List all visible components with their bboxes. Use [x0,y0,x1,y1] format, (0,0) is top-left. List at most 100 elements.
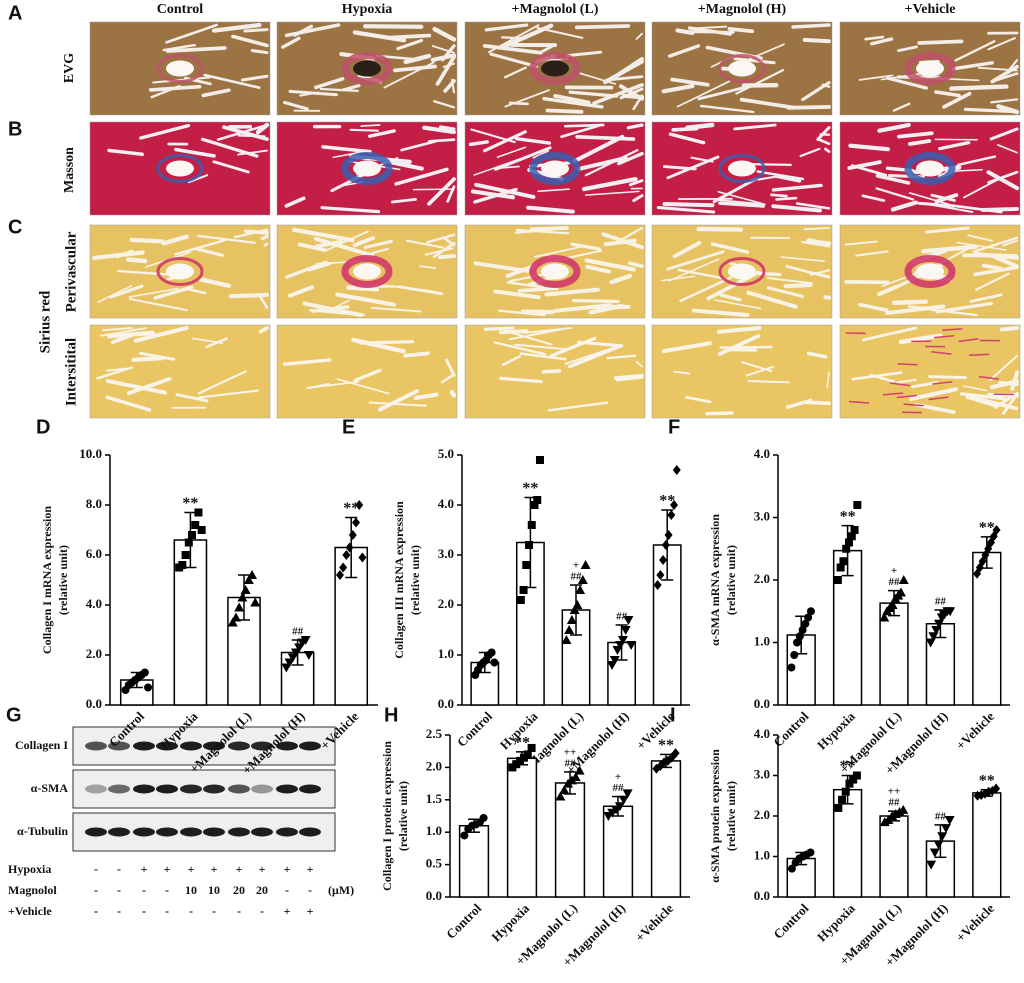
vessel-wall [904,52,956,85]
tissue-gap [757,175,776,181]
tissue-gap [326,230,369,251]
tissue-gap [930,308,978,317]
x-tick-label: Hypoxia [814,708,858,752]
tissue-gap [501,355,522,366]
error-bar [478,651,491,674]
stain-label: Sirius red [37,290,53,353]
data-point [303,651,314,660]
tissue-gap [542,96,604,109]
column-header: +Magnolol (L) [512,2,599,17]
error-bar [291,639,304,666]
tissue-gap [287,285,315,298]
tissue-gap [656,206,716,214]
tissue-gap [584,190,640,196]
tissue-gap [349,128,379,132]
y-tick-label: 1.0 [754,633,770,648]
tissue-gap [504,329,553,346]
tissue-gap [1004,59,1019,76]
protein-label: Collagen I [15,738,68,752]
tissue-gap [450,78,456,94]
tissue-gap [433,100,456,109]
data-point [487,648,496,657]
tissue-gap [547,401,609,412]
tissue-gap [128,298,188,312]
tissue-gap [885,304,946,315]
tissue-gap [844,240,878,246]
y-tick-label: 0.0 [86,696,102,711]
tissue-gap [237,149,268,156]
tissue-gap [438,125,456,131]
tissue-gap [992,254,1020,269]
data-point [944,816,955,826]
data-point [358,552,367,563]
significance-mark: ## [935,596,947,608]
tissue-gap [962,385,988,392]
tissue-gap [258,295,269,309]
tissue-gap [514,228,556,234]
x-tick-label: +Vehicle [953,708,997,752]
tissue-gap [746,290,798,309]
tissue-gap [956,241,1007,251]
data-point [787,864,796,873]
condition-mark: - [212,904,216,918]
tissue-gap [161,234,189,246]
tissue-gap [635,32,643,40]
tissue-gap [432,26,457,42]
tissue-gap [717,334,761,356]
data-point [934,619,945,629]
tissue-gap [198,370,247,395]
tissue-gap [667,44,701,58]
y-tick-label: 2.0 [438,596,454,611]
y-axis-label: α-SMA protein expression [708,749,722,883]
y-tick-label: 4.0 [754,726,770,741]
tissue-gap [493,289,541,300]
tissue-gap [662,201,715,208]
data-point [653,580,662,590]
blot-band [133,741,155,751]
column-header: +Vehicle [904,2,955,17]
tissue-gap [671,126,699,132]
error-bar [184,511,197,569]
tissue-gap [493,146,552,171]
tissue-gap [483,326,515,331]
tissue-gap [352,236,376,248]
tissue-gap [739,97,795,110]
data-point [243,575,254,584]
tissue-gap [514,136,552,145]
tissue-gap [662,165,697,171]
data-point [928,632,939,642]
tissue-gap [396,38,424,51]
vessel-wall [341,152,393,185]
y-tick-label: 4.0 [438,496,454,511]
tissue-gap [231,34,269,48]
tissue-gap [921,244,979,254]
condition-mark: - [142,883,146,897]
y-axis-label: Collagen I protein expression [380,741,394,891]
tissue-gap [938,140,971,151]
blot-band [203,827,225,837]
tissue-gap [522,327,573,334]
tissue-gap [719,293,742,302]
tissue-gap [320,206,381,214]
data-point [940,824,951,834]
significance-mark: ** [979,772,995,789]
tissue-gap [126,377,172,396]
data-point [516,596,525,604]
condition-mark: + [284,862,291,876]
tissue-gap [526,205,575,214]
tissue-gap [370,306,422,313]
tissue-gap [529,226,569,231]
tissue-gap [499,376,543,384]
tissue-gap [718,201,765,208]
data-point [527,743,536,752]
condition-mark: - [142,904,146,918]
significance-mark: ++ [564,746,577,758]
blot-band [228,784,250,794]
collagen-fiber [896,394,917,399]
blot-band [156,827,178,837]
data-point [247,570,258,579]
tissue-gap [687,26,732,36]
row-label: Perivascular [63,231,79,312]
blot-band [85,784,107,794]
collagen-fiber [932,381,953,385]
